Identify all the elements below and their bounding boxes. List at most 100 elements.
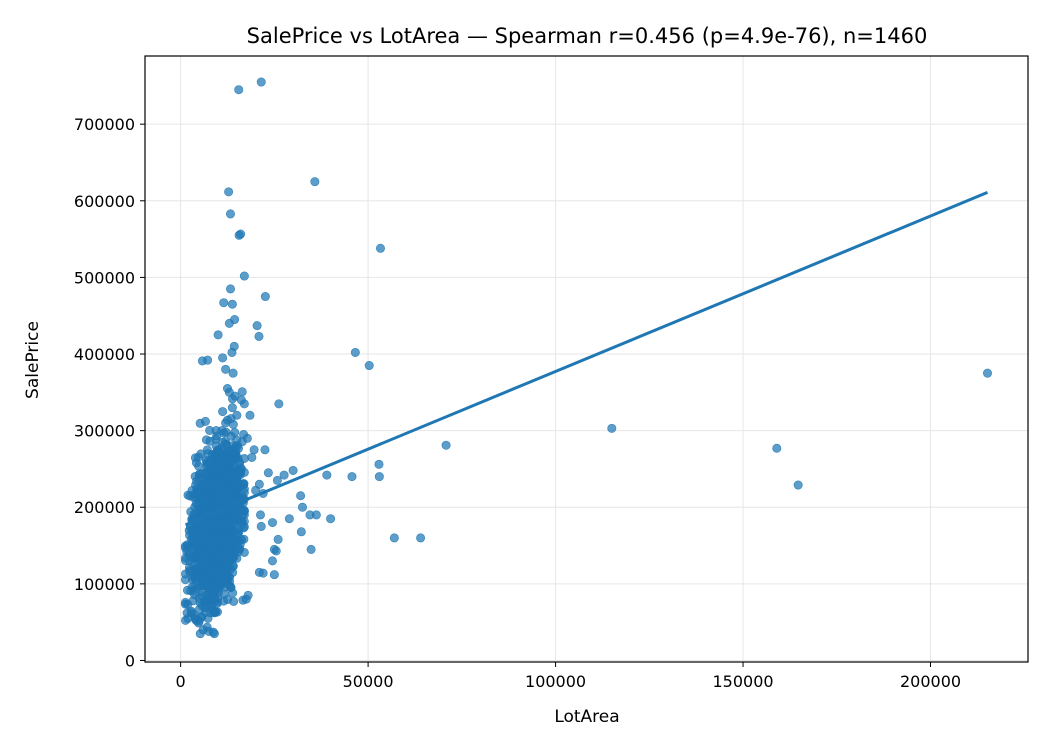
data-point (272, 475, 282, 485)
data-point (254, 331, 264, 341)
data-point (237, 387, 247, 397)
data-point (225, 209, 235, 219)
data-point (221, 555, 231, 565)
data-point (187, 574, 197, 584)
data-point (222, 546, 232, 556)
data-point (200, 416, 210, 426)
data-point (793, 480, 803, 490)
x-tick-label: 200000 (900, 672, 961, 691)
data-point (288, 465, 298, 475)
data-point (296, 491, 306, 501)
data-point (607, 423, 617, 433)
data-point (218, 518, 228, 528)
data-point (273, 534, 283, 544)
data-point (389, 533, 399, 543)
data-point (211, 426, 221, 436)
data-point (236, 520, 246, 530)
data-point (230, 427, 240, 437)
data-point (201, 528, 211, 538)
fit-line (184, 190, 989, 527)
data-point (227, 299, 237, 309)
y-tick-label: 100000 (74, 575, 135, 594)
y-tick-label: 300000 (74, 422, 135, 441)
data-point (232, 470, 242, 480)
x-tick-label: 150000 (713, 672, 774, 691)
data-point (217, 458, 227, 468)
data-point (247, 452, 257, 462)
data-point (263, 468, 273, 478)
data-point (197, 356, 207, 366)
y-tick-label: 600000 (74, 192, 135, 211)
data-point (227, 347, 237, 357)
y-tick-label: 0 (125, 651, 135, 670)
data-point (220, 492, 230, 502)
data-point (242, 433, 252, 443)
data-point (232, 410, 242, 420)
data-point (212, 445, 222, 455)
data-point (297, 502, 307, 512)
data-point (190, 453, 200, 463)
data-point (207, 572, 217, 582)
data-point (310, 177, 320, 187)
data-point (218, 353, 228, 363)
data-point (196, 565, 206, 575)
data-point (267, 518, 277, 528)
data-point (258, 568, 268, 578)
data-point (220, 437, 230, 447)
data-point (252, 321, 262, 331)
data-point (224, 187, 234, 197)
data-point (228, 368, 238, 378)
data-point (239, 399, 249, 409)
data-point (221, 418, 231, 428)
x-tick-label: 0 (176, 672, 186, 691)
data-point (267, 556, 277, 566)
data-point (215, 482, 225, 492)
data-point (311, 510, 321, 520)
data-point (284, 514, 294, 524)
data-point (223, 595, 233, 605)
data-points (180, 77, 993, 639)
data-point (322, 470, 332, 480)
data-point (229, 515, 239, 525)
x-tick-label: 100000 (525, 672, 586, 691)
data-point (256, 77, 266, 87)
grid (145, 56, 1028, 662)
fit-line-layer (184, 190, 989, 527)
data-point (213, 498, 223, 508)
data-point (182, 585, 192, 595)
data-point (193, 488, 203, 498)
data-point (227, 403, 237, 413)
data-point (255, 510, 265, 520)
data-point (200, 559, 210, 569)
x-tick-label: 50000 (343, 672, 394, 691)
data-point (203, 613, 213, 623)
data-point (219, 298, 229, 308)
data-point (197, 468, 207, 478)
data-point (226, 583, 236, 593)
x-axis-ticks: 0 50000 100000 150000 200000 (176, 662, 961, 691)
data-point (204, 518, 214, 528)
data-point (207, 481, 217, 491)
data-point (222, 383, 232, 393)
data-point (190, 509, 200, 519)
data-point (190, 541, 200, 551)
data-point (234, 85, 244, 95)
x-axis-label: LotArea (554, 707, 619, 727)
data-point (245, 410, 255, 420)
data-point (180, 615, 190, 625)
data-point (374, 459, 384, 469)
data-point (200, 603, 210, 613)
data-point (225, 284, 235, 294)
data-point (239, 271, 249, 281)
data-point (233, 453, 243, 463)
data-point (189, 610, 199, 620)
data-point (249, 445, 259, 455)
data-point (241, 594, 251, 604)
data-point (200, 495, 210, 505)
data-point (274, 399, 284, 409)
data-point (228, 419, 238, 429)
data-point (206, 591, 216, 601)
data-point (326, 514, 336, 524)
data-point (184, 563, 194, 573)
y-tick-label: 400000 (74, 345, 135, 364)
